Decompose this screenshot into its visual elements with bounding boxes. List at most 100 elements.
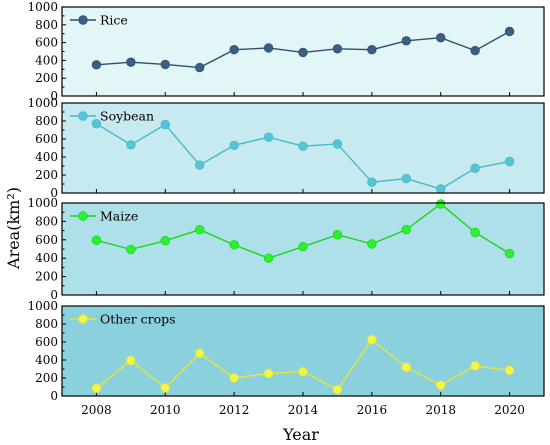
y-tick-label: 1000 — [27, 299, 58, 313]
data-point — [298, 241, 308, 252]
data-point — [504, 156, 515, 167]
data-point — [332, 139, 343, 149]
legend-marker — [78, 211, 88, 221]
x-tick-label: 2016 — [357, 403, 388, 417]
data-point — [470, 163, 480, 173]
x-tick-label: 2008 — [81, 403, 112, 417]
x-tick-label: 2010 — [150, 403, 181, 417]
panel-frame — [61, 305, 545, 397]
y-tick-label: 800 — [35, 18, 58, 32]
legend-marker — [78, 314, 88, 324]
y-tick-label: 0 — [50, 389, 58, 403]
y-tick-label: 1000 — [27, 0, 58, 14]
y-tick-label: 800 — [35, 114, 58, 128]
y-axis-title: Area(km²) — [4, 187, 23, 270]
data-point — [332, 44, 343, 54]
panel-frame — [61, 202, 545, 296]
legend-label: Other crops — [100, 312, 176, 327]
data-point — [160, 236, 170, 246]
legend-marker — [78, 15, 88, 25]
y-tick-label: 200 — [35, 71, 58, 85]
y-tick-label: 400 — [35, 53, 58, 67]
data-point — [332, 385, 343, 395]
data-point — [504, 26, 515, 37]
x-tick-label: 2018 — [425, 403, 456, 417]
y-tick-label: 400 — [35, 251, 58, 265]
data-point — [367, 45, 377, 55]
data-point — [126, 57, 136, 67]
data-point — [195, 224, 205, 235]
y-tick-label: 800 — [35, 317, 58, 331]
y-tick-label: 200 — [35, 270, 58, 284]
data-point — [160, 383, 170, 393]
data-point — [126, 244, 136, 255]
data-point — [91, 235, 102, 245]
y-tick-label: 600 — [35, 233, 58, 247]
x-tick-label: 2012 — [219, 403, 250, 417]
data-point — [401, 36, 411, 46]
data-point — [195, 62, 205, 73]
panel-other-crops: 0 200 400 600 800 1000 Other crops — [27, 299, 545, 403]
data-point — [332, 230, 343, 240]
data-point — [195, 160, 205, 170]
data-point — [470, 45, 480, 56]
panel-frame — [61, 102, 545, 194]
y-tick-label: 400 — [35, 150, 58, 164]
data-point — [298, 47, 308, 58]
y-tick-label: 400 — [35, 353, 58, 367]
data-point — [126, 140, 136, 150]
data-point — [436, 380, 446, 390]
data-point — [263, 43, 274, 53]
y-tick-label: 200 — [35, 371, 58, 385]
data-point — [436, 199, 446, 209]
legend-marker — [78, 111, 88, 121]
data-point — [470, 227, 480, 238]
y-tick-label: 0 — [50, 186, 58, 200]
y-tick-label: 600 — [35, 335, 58, 349]
panel-rice: 0 200 400 600 800 1000 Rice — [27, 0, 545, 103]
data-point — [436, 33, 446, 43]
legend-label: Maize — [100, 209, 138, 224]
data-point — [436, 184, 446, 194]
y-tick-label: 600 — [35, 132, 58, 146]
data-point — [91, 383, 102, 394]
data-point — [229, 240, 239, 250]
data-point — [401, 173, 411, 184]
y-tick-label: 1000 — [27, 96, 58, 110]
panel-frame — [61, 6, 545, 97]
x-axis: 2008 2010 2012 2014 2016 2018 2020 — [81, 403, 525, 417]
data-point — [504, 365, 515, 376]
data-point — [263, 132, 274, 142]
data-point — [263, 368, 274, 379]
data-point — [470, 361, 480, 371]
y-tick-label: 0 — [50, 89, 58, 103]
data-point — [367, 335, 377, 345]
panel-soybean: 0 200 400 600 800 1000 Soybean — [27, 96, 545, 200]
data-point — [298, 141, 308, 151]
y-tick-label: 600 — [35, 36, 58, 50]
y-tick-label: 200 — [35, 168, 58, 182]
data-point — [367, 239, 377, 249]
chart-panels: 0 200 400 600 800 1000 Rice 0 200 400 600 800 1000 So… — [27, 0, 545, 403]
x-tick-label: 2020 — [494, 403, 525, 417]
data-point — [91, 60, 102, 70]
x-tick-label: 2014 — [288, 403, 319, 417]
data-point — [298, 367, 308, 377]
data-point — [126, 355, 136, 366]
panel-background — [62, 306, 544, 396]
data-point — [504, 248, 515, 259]
panel-maize: 0 200 400 600 800 1000 Maize — [27, 196, 545, 302]
data-point — [160, 59, 170, 70]
data-point — [401, 362, 411, 372]
data-point — [263, 253, 274, 263]
data-point — [229, 45, 239, 55]
data-point — [229, 140, 239, 151]
y-tick-label: 1000 — [27, 196, 58, 210]
legend-label: Soybean — [100, 109, 154, 124]
data-point — [229, 373, 239, 383]
data-point — [91, 118, 102, 129]
data-point — [195, 348, 205, 358]
legend-label: Rice — [100, 13, 128, 28]
y-tick-label: 800 — [35, 214, 58, 228]
